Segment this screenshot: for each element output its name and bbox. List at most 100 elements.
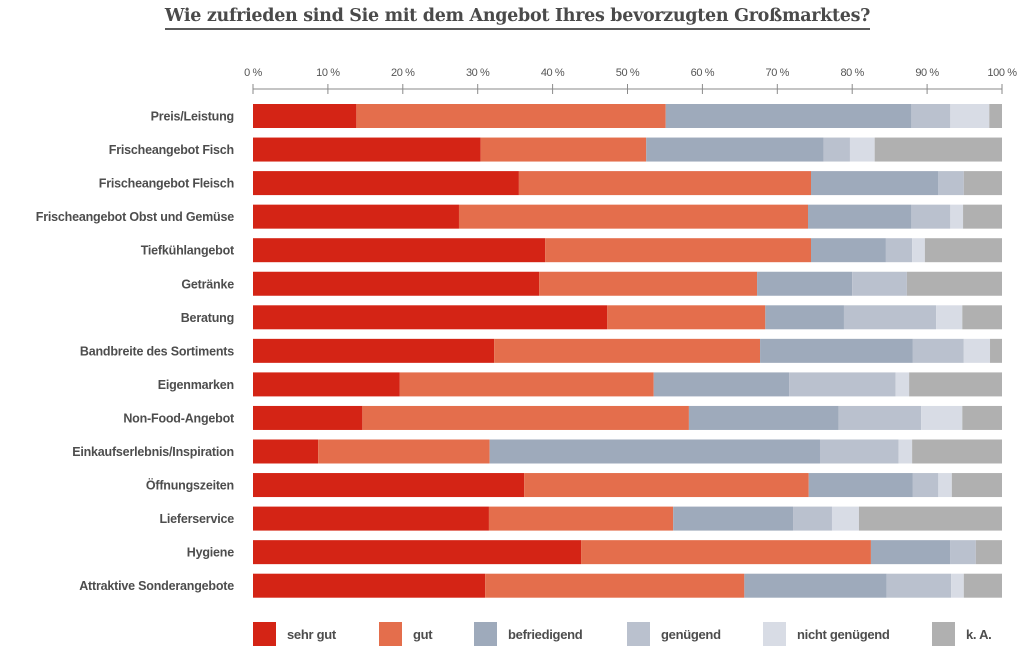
bar-segment-gen-gend (938, 171, 964, 196)
bar-segment-k-a (975, 540, 1002, 565)
bar-segment-nicht-gen-gend (950, 104, 990, 128)
chart-title-text: Wie zufrieden sind Sie mit dem Angebot I… (164, 6, 870, 30)
bar-segment-sehr-gut (253, 338, 495, 363)
bars (253, 104, 1002, 598)
bar-segment-befriedigend (870, 540, 951, 565)
bar-segment-k-a (912, 439, 1002, 464)
category-label: Frischeangebot Fleisch (99, 177, 234, 191)
bar-segment-k-a (951, 473, 1002, 498)
bar-segment-gen-gend (823, 137, 850, 162)
category-label: Non-Food-Angebot (123, 411, 235, 425)
bar-segment-gut (480, 137, 647, 162)
bar-segment-k-a (963, 204, 1002, 229)
bar-segment-befriedigend (808, 204, 912, 229)
bar-row (253, 540, 1002, 565)
bar-segment-befriedigend (673, 506, 794, 531)
x-tick-label: 40 % (541, 67, 565, 79)
bar-segment-gen-gend (885, 238, 913, 263)
bar-segment-befriedigend (811, 171, 939, 196)
legend-item: befriedigend (474, 622, 583, 646)
x-tick-label: 50 % (616, 67, 640, 79)
category-label: Hygiene (187, 546, 234, 560)
bar-segment-befriedigend (653, 372, 790, 397)
legend-item: genügend (627, 622, 721, 646)
bar-segment-k-a (963, 171, 1002, 196)
legend-item: sehr gut (253, 622, 337, 646)
legend-label: genügend (661, 627, 721, 642)
x-tick-label: 20 % (391, 67, 415, 79)
bar-segment-sehr-gut (253, 238, 546, 263)
bar-segment-gen-gend (911, 204, 951, 229)
bar-segment-befriedigend (760, 338, 913, 363)
bar-segment-sehr-gut (253, 439, 319, 464)
x-tick-label: 80 % (840, 67, 864, 79)
bar-segment-befriedigend (811, 238, 886, 263)
bar-segment-gut (494, 338, 761, 363)
bar-segment-k-a (990, 338, 1002, 363)
bar-segment-sehr-gut (253, 305, 608, 330)
bar-segment-gen-gend (852, 271, 907, 296)
bar-row (253, 271, 1002, 296)
x-tick-label: 60 % (691, 67, 715, 79)
legend-label: gut (413, 627, 433, 642)
legend-label: befriedigend (508, 627, 583, 642)
bar-segment-nicht-gen-gend (963, 338, 991, 363)
category-label: Eigenmarken (158, 378, 234, 392)
bar-segment-sehr-gut (253, 473, 525, 498)
bar-row (253, 473, 1002, 498)
bar-segment-befriedigend (744, 573, 887, 598)
bar-segment-gen-gend (793, 506, 832, 531)
bar-segment-gen-gend (819, 439, 899, 464)
bar-segment-nicht-gen-gend (831, 506, 859, 531)
bar-segment-k-a (909, 372, 1002, 397)
legend-swatch (379, 622, 402, 646)
bar-segment-gen-gend (950, 540, 976, 565)
bar-segment-nicht-gen-gend (938, 473, 952, 498)
bar-segment-gut (524, 473, 809, 498)
bar-segment-nicht-gen-gend (950, 204, 964, 229)
bar-segment-befriedigend (757, 271, 853, 296)
legend-label: nicht genügend (797, 627, 890, 642)
bar-row (253, 372, 1002, 397)
bar-segment-sehr-gut (253, 540, 582, 565)
bar-segment-k-a (962, 305, 1002, 330)
bar-row (253, 439, 1002, 464)
category-label: Frischeangebot Fisch (109, 143, 234, 157)
bar-segment-sehr-gut (253, 506, 489, 531)
bar-segment-nicht-gen-gend (951, 573, 964, 598)
bar-segment-befriedigend (489, 439, 820, 464)
bar-segment-befriedigend (808, 473, 913, 498)
category-label: Getränke (181, 277, 234, 291)
bar-segment-gen-gend (838, 405, 922, 430)
bar-segment-sehr-gut (253, 573, 486, 598)
bar-row (253, 137, 1002, 162)
bar-segment-nicht-gen-gend (849, 137, 875, 162)
legend-item: nicht genügend (763, 622, 890, 646)
x-axis: 0 % 10 % 20 % 30 % 40 % 50 % 60 % 70 % 80 % 90 % 1… (244, 67, 1018, 94)
bar-segment-nicht-gen-gend (895, 372, 910, 397)
bar-segment-sehr-gut (253, 171, 519, 196)
bar-segment-k-a (963, 573, 1002, 598)
bar-segment-gen-gend (843, 305, 937, 330)
bar-segment-k-a (906, 271, 1002, 296)
bar-segment-sehr-gut (253, 104, 357, 128)
x-tick-label: 0 % (244, 67, 262, 79)
bar-segment-befriedigend (646, 137, 824, 162)
category-labels: Preis/Leistung Frischeangebot Fisch Frisch… (36, 110, 235, 594)
category-label: Bandbreite des Sortiments (80, 344, 234, 358)
bar-row (253, 338, 1002, 363)
legend-label: k. A. (966, 627, 991, 642)
bar-segment-nicht-gen-gend (912, 238, 925, 263)
category-label: Öffnungszeiten (146, 478, 234, 493)
x-tick-label: 90 % (915, 67, 939, 79)
category-label: Preis/Leistung (151, 110, 234, 124)
bar-segment-sehr-gut (253, 372, 400, 397)
bar-segment-sehr-gut (253, 204, 459, 229)
bar-segment-befriedigend (688, 405, 839, 430)
bar-segment-sehr-gut (253, 405, 363, 430)
bar-segment-gut (318, 439, 490, 464)
bar-row (253, 204, 1002, 229)
bar-segment-gen-gend (789, 372, 896, 397)
chart-title: Wie zufrieden sind Sie mit dem Angebot I… (0, 6, 1035, 30)
bar-segment-gut (581, 540, 871, 565)
